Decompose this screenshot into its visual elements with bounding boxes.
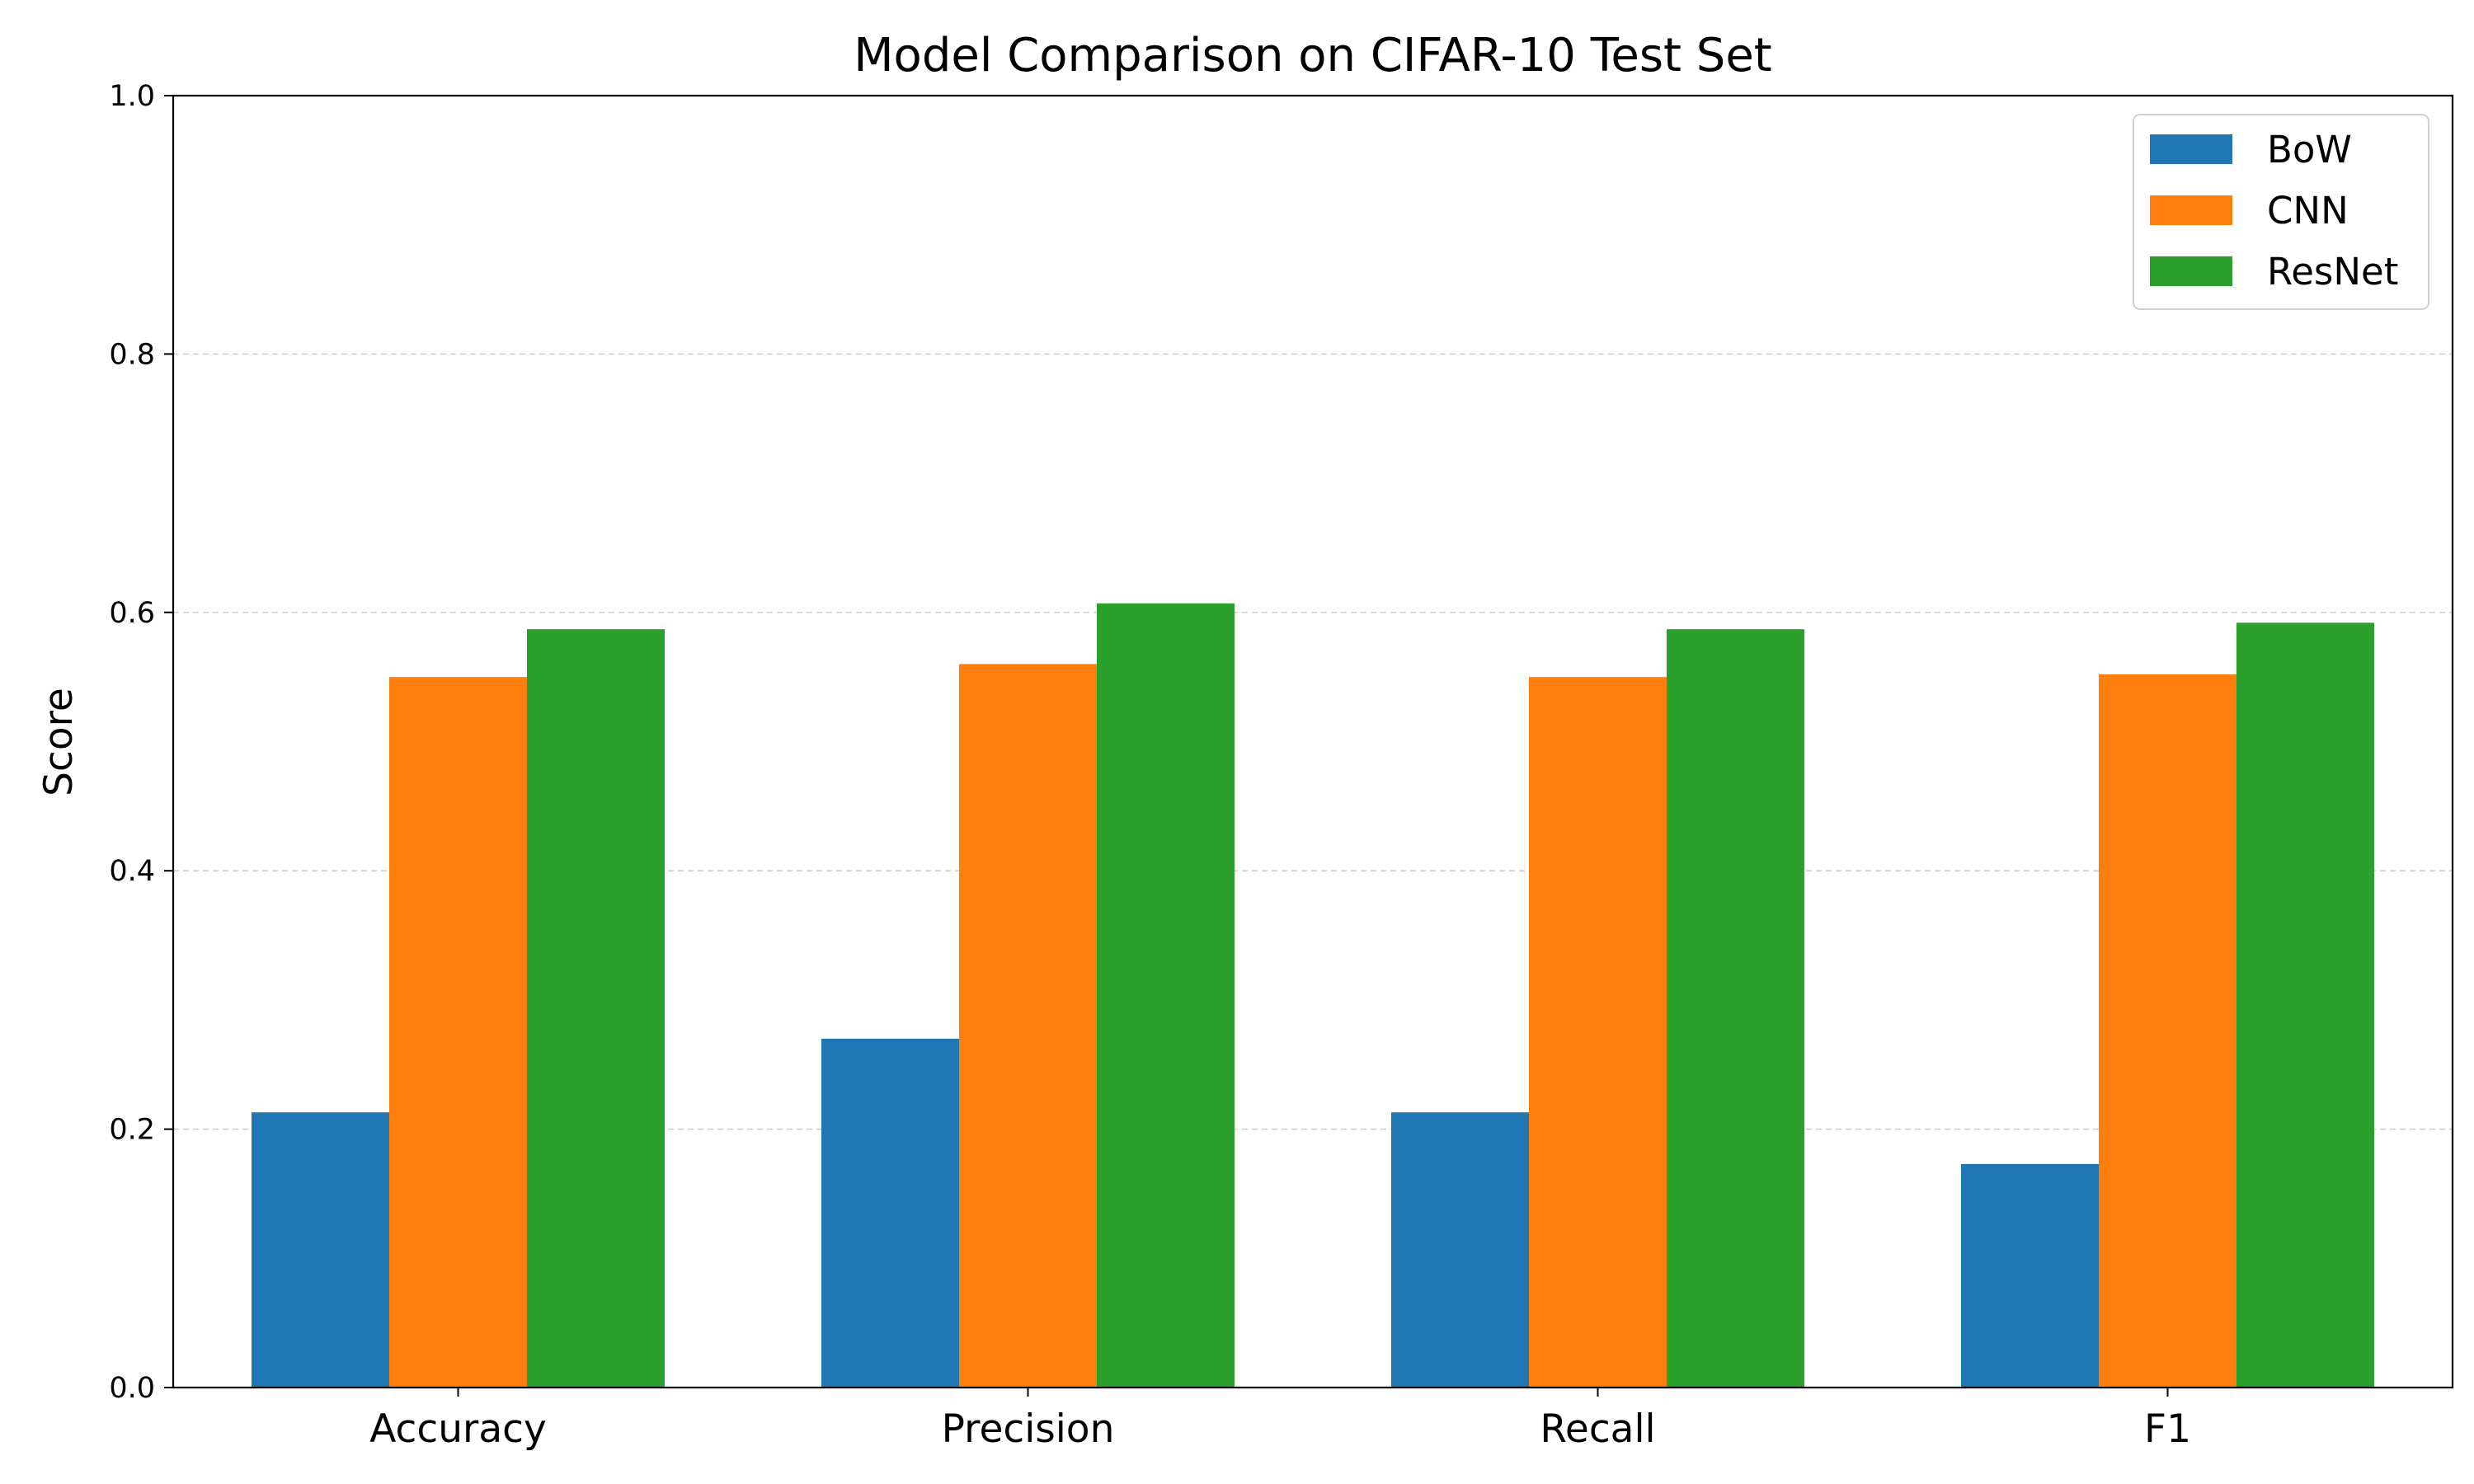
y-tick-label: 0.4	[109, 855, 155, 888]
x-tick-label: F1	[2144, 1407, 2191, 1452]
bars-layer	[252, 603, 2374, 1388]
x-tick-label: Precision	[942, 1407, 1115, 1452]
y-tick-label: 0.8	[109, 338, 155, 371]
bar-bow-f1	[1961, 1163, 2099, 1388]
bar-cnn-precision	[959, 664, 1097, 1388]
legend: BoW CNN ResNet	[2133, 114, 2429, 310]
x-axis: Accuracy Precision Recall F1	[369, 1388, 2191, 1452]
legend-label-bow: BoW	[2267, 128, 2352, 171]
legend-label-cnn: CNN	[2267, 189, 2349, 232]
bar-cnn-recall	[1529, 677, 1667, 1388]
bar-cnn-f1	[2099, 674, 2236, 1388]
legend-swatch-resnet	[2150, 256, 2232, 286]
legend-swatch-bow	[2150, 134, 2232, 164]
y-tick-label: 0.2	[109, 1114, 155, 1147]
bar-resnet-accuracy	[527, 629, 665, 1388]
x-tick-label: Accuracy	[369, 1407, 547, 1452]
bar-resnet-precision	[1097, 603, 1235, 1388]
x-tick-label: Recall	[1540, 1407, 1655, 1452]
y-tick-label: 0.6	[109, 597, 155, 630]
bar-cnn-accuracy	[389, 677, 527, 1388]
legend-label-resnet: ResNet	[2267, 250, 2398, 294]
y-axis: 0.0 0.2 0.4 0.6 0.8 1.0	[109, 80, 173, 1405]
bar-resnet-recall	[1667, 629, 1804, 1388]
plot-area-frame	[172, 94, 2454, 1389]
y-tick-label: 0.0	[109, 1372, 155, 1405]
bar-bow-precision	[821, 1038, 959, 1388]
chart-title: Model Comparison on CIFAR-10 Test Set	[854, 29, 1772, 82]
y-axis-label: Score	[36, 688, 82, 796]
y-tick-label: 1.0	[109, 80, 155, 113]
legend-swatch-cnn	[2150, 195, 2232, 225]
bar-resnet-f1	[2236, 622, 2374, 1388]
bar-bow-recall	[1391, 1112, 1529, 1388]
bar-bow-accuracy	[252, 1112, 389, 1388]
